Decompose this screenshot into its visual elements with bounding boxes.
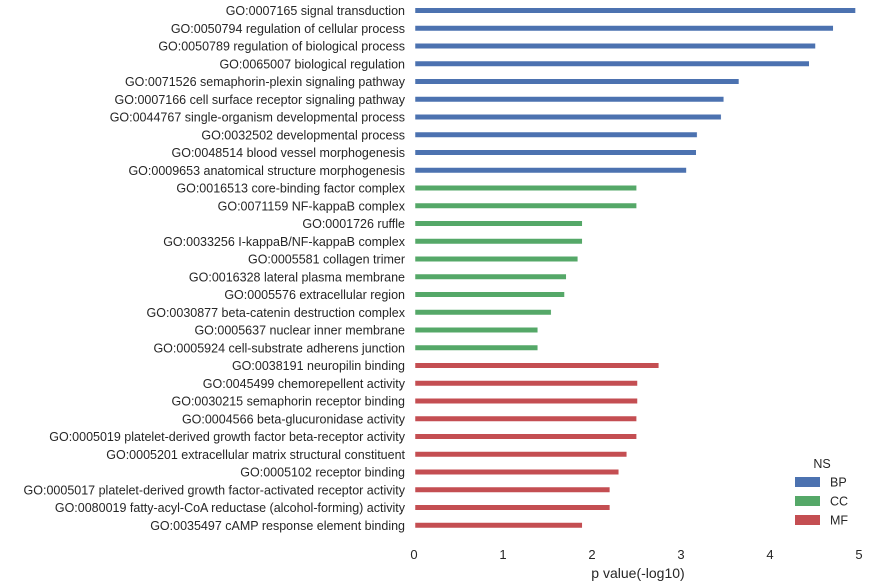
x-tick-label: 4 (766, 547, 773, 562)
category-label: GO:0071526 semaphorin-plexin signaling p… (125, 75, 406, 89)
legend: NS BP CC MF (795, 457, 848, 528)
category-label: GO:0050789 regulation of biological proc… (158, 40, 405, 54)
bar-cc (414, 220, 583, 227)
category-labels-group: GO:0007165 signal transduction GO:0050794… (24, 4, 406, 533)
legend-label-bp: BP (830, 476, 847, 490)
bar-bp (414, 114, 722, 120)
x-tick-label: 5 (855, 547, 862, 562)
category-label: GO:0033256 I-kappaB/NF-kappaB complex (163, 235, 406, 249)
bar-cc (414, 238, 583, 245)
legend-title: NS (813, 457, 830, 471)
x-axis-label: p value(-log10) (591, 565, 684, 581)
bar-mf (414, 433, 637, 440)
category-label: GO:0005201 extracellular matrix structur… (106, 448, 405, 462)
bar-cc (414, 273, 567, 280)
category-label: GO:0030215 semaphorin receptor binding (172, 395, 406, 409)
category-label: GO:0050794 regulation of cellular proces… (171, 22, 405, 36)
bar-cc (414, 256, 579, 262)
x-tick-label: 2 (588, 547, 595, 562)
bar-cc (414, 344, 539, 351)
category-label: GO:0005102 receptor binding (240, 466, 405, 480)
category-label: GO:0080019 fatty-acyl-CoA reductase (alc… (55, 501, 406, 515)
bar-cc (414, 291, 565, 298)
category-label: GO:0005017 platelet-derived growth facto… (24, 483, 406, 497)
bars-group (414, 7, 856, 529)
bar-mf (414, 362, 660, 369)
category-label: GO:0048514 blood vessel morphogenesis (172, 146, 405, 160)
category-label: GO:0016328 lateral plasma membrane (189, 270, 405, 284)
bar-mf (414, 451, 628, 458)
category-label: GO:0045499 chemorepellent activity (203, 377, 406, 391)
bar-mf (414, 486, 611, 493)
category-label: GO:0044767 single-organism developmental… (110, 111, 405, 125)
category-label: GO:0005019 platelet-derived growth facto… (49, 430, 405, 444)
legend-label-cc: CC (830, 495, 848, 509)
category-label: GO:0071159 NF-kappaB complex (218, 199, 406, 213)
bar-bp (414, 7, 856, 14)
category-label: GO:0005576 extracellular region (224, 288, 405, 302)
category-label: GO:0001726 ruffle (302, 217, 405, 231)
category-label: GO:0065007 biological regulation (219, 57, 405, 71)
legend-swatch-mf (795, 515, 820, 525)
category-label: GO:0007165 signal transduction (226, 4, 405, 18)
bar-bp (414, 96, 725, 103)
bar-mf (414, 380, 638, 387)
bar-cc (414, 202, 637, 209)
category-label: GO:0005924 cell-substrate adherens junct… (153, 341, 405, 355)
category-label: GO:0004566 beta-glucuronidase activity (182, 412, 406, 426)
bar-mf (414, 398, 638, 404)
category-label: GO:0038191 neuropilin binding (232, 359, 405, 373)
bar-bp (414, 43, 816, 49)
legend-swatch-cc (795, 496, 820, 506)
bar-bp (414, 167, 687, 174)
bar-bp (414, 131, 698, 138)
x-tick-label: 3 (677, 547, 684, 562)
x-tick-label: 1 (499, 547, 506, 562)
bar-cc (414, 185, 637, 191)
category-label: GO:0005637 nuclear inner membrane (194, 324, 405, 338)
category-label: GO:0005581 collagen trimer (248, 253, 405, 267)
bar-mf (414, 469, 620, 475)
bar-cc (414, 327, 539, 333)
category-label: GO:0030877 beta-catenin destruction comp… (147, 306, 406, 320)
bar-mf (414, 415, 637, 422)
bar-mf (414, 522, 583, 529)
x-ticks-group: 0 1 2 3 4 5 (410, 547, 862, 562)
bar-mf (414, 504, 611, 511)
category-label: GO:0032502 developmental process (201, 128, 405, 142)
bar-bp (414, 60, 810, 67)
category-label: GO:0035497 cAMP response element binding (150, 519, 405, 533)
legend-swatch-bp (795, 477, 820, 487)
category-label: GO:0009653 anatomical structure morphoge… (128, 164, 405, 178)
bar-bp (414, 149, 697, 156)
x-tick-label: 0 (410, 547, 417, 562)
category-label: GO:0016513 core-binding factor complex (176, 182, 405, 196)
bar-bp (414, 78, 740, 85)
bar-bp (414, 25, 834, 32)
legend-label-mf: MF (830, 514, 848, 528)
category-label: GO:0007166 cell surface receptor signali… (115, 93, 406, 107)
bar-cc (414, 309, 552, 316)
